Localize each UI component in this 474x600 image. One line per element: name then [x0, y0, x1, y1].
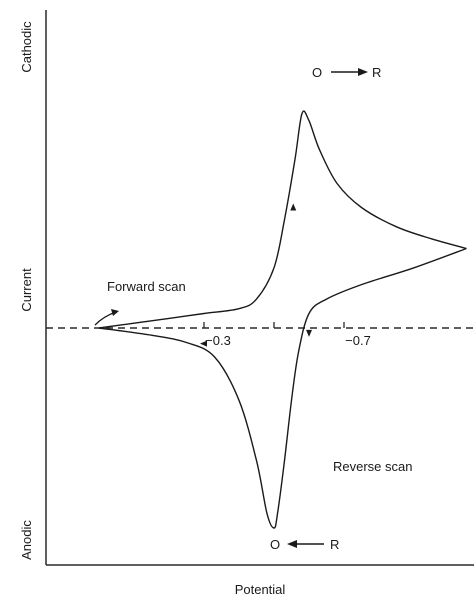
curve-arrowhead-icon [306, 329, 312, 337]
reduction-R-label: R [372, 65, 381, 80]
curve-arrowhead-icon [200, 340, 207, 347]
y-label-anodic: Anodic [19, 520, 34, 560]
oxidation-arrowhead-icon [287, 540, 297, 548]
curve-arrowhead-icon [290, 203, 297, 211]
reverse-scan-label: Reverse scan [333, 459, 412, 474]
forward-scan-arrowhead-icon [111, 309, 119, 316]
x-tick-label: −0.7 [345, 333, 371, 348]
x-axis-label: Potential [235, 582, 286, 597]
oxidation-R-label: R [330, 537, 339, 552]
y-label-cathodic: Cathodic [19, 21, 34, 73]
reduction-arrowhead-icon [358, 68, 368, 76]
cv-curve [98, 110, 467, 529]
curve-direction-arrows [200, 203, 312, 347]
x-ticks: −0.3 −0.7 [203, 322, 371, 348]
reverse-scan-trace [98, 247, 467, 529]
reduction-O-label: O [312, 65, 322, 80]
forward-scan-trace [98, 110, 467, 329]
forward-scan-label: Forward scan [107, 279, 186, 294]
y-axis-label: Current [19, 268, 34, 312]
x-tick-label: −0.3 [205, 333, 231, 348]
oxidation-O-label: O [270, 537, 280, 552]
